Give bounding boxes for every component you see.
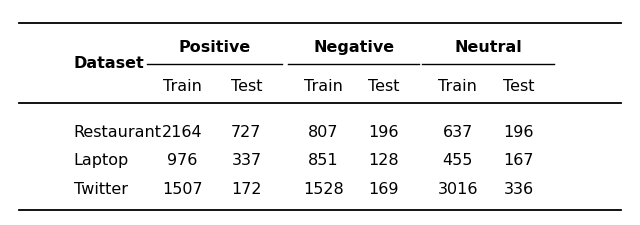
Text: 172: 172 <box>231 182 262 196</box>
Text: 1507: 1507 <box>162 182 203 196</box>
Text: Neutral: Neutral <box>454 40 522 55</box>
Text: 196: 196 <box>369 125 399 140</box>
Text: Test: Test <box>368 79 400 94</box>
Text: Twitter: Twitter <box>74 182 127 196</box>
Text: 196: 196 <box>503 125 534 140</box>
Text: Test: Test <box>230 79 262 94</box>
Text: Laptop: Laptop <box>74 153 129 168</box>
Text: Train: Train <box>304 79 342 94</box>
Text: 455: 455 <box>442 153 473 168</box>
Text: Dataset: Dataset <box>74 56 145 70</box>
Text: Train: Train <box>163 79 202 94</box>
Text: 167: 167 <box>503 153 534 168</box>
Text: 807: 807 <box>308 125 339 140</box>
Text: 727: 727 <box>231 125 262 140</box>
Text: 3016: 3016 <box>437 182 478 196</box>
Text: 128: 128 <box>369 153 399 168</box>
Text: 169: 169 <box>369 182 399 196</box>
Text: Negative: Negative <box>313 40 394 55</box>
Text: 976: 976 <box>167 153 198 168</box>
Text: 637: 637 <box>442 125 473 140</box>
Text: 336: 336 <box>503 182 534 196</box>
Text: Test: Test <box>502 79 534 94</box>
Text: 1528: 1528 <box>303 182 344 196</box>
Text: Restaurant: Restaurant <box>74 125 162 140</box>
Text: Positive: Positive <box>179 40 250 55</box>
Text: 337: 337 <box>231 153 262 168</box>
Text: Train: Train <box>438 79 477 94</box>
Text: 851: 851 <box>308 153 339 168</box>
Text: 2164: 2164 <box>162 125 203 140</box>
